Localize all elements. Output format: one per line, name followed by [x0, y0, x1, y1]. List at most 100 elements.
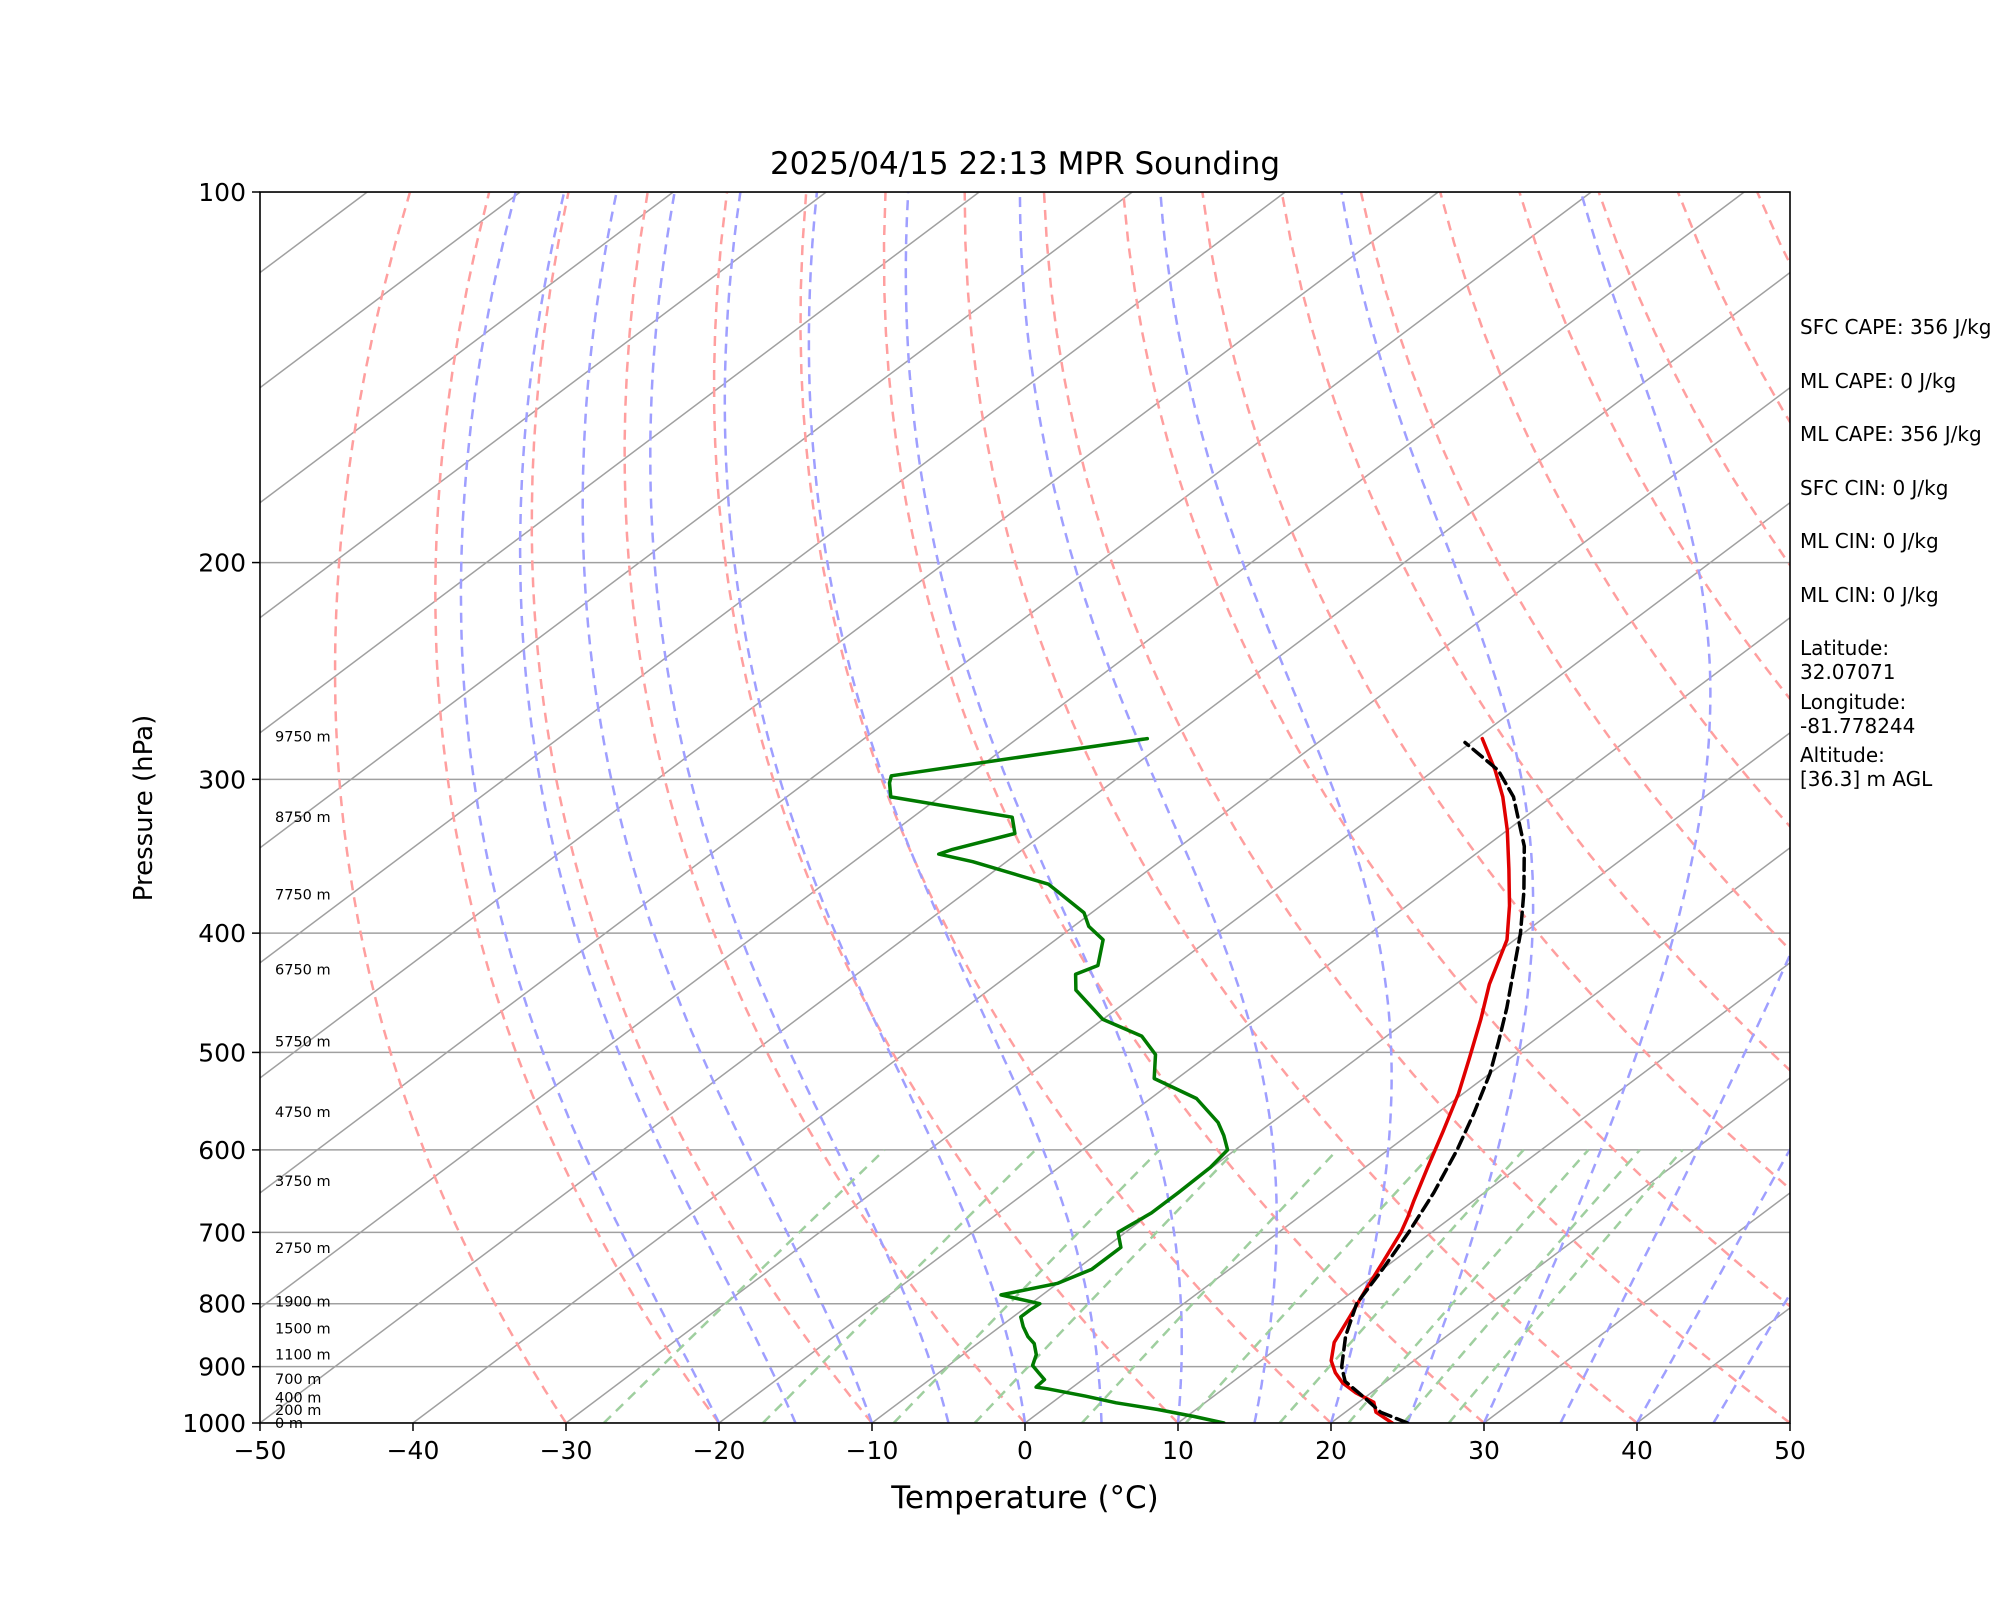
y-tick-label: 100	[198, 178, 246, 207]
series-lines	[887, 736, 1527, 1423]
height-label: 3750 m	[275, 1174, 331, 1190]
mixing-ratio-line	[1447, 1149, 1684, 1423]
parcel-line	[1339, 740, 1527, 1423]
moist-adiabat-line	[1159, 192, 1393, 1423]
mixing-ratio-line	[892, 1149, 1161, 1423]
mixing-ratio-line	[602, 1149, 886, 1423]
dry-adiabat-line	[1359, 192, 1790, 952]
stat-ml-cin-2: ML CIN: 0 J/kg	[1800, 582, 1939, 607]
x-axis-label: Temperature (°C)	[890, 1480, 1159, 1516]
dry-adiabat-line	[1042, 192, 1790, 1423]
isotherm-line	[565, 501, 1790, 1423]
y-tick-label: 300	[198, 765, 246, 794]
x-axis: −50 −40 −30 −20 −10 0 10 20 30 40 50	[234, 1423, 1806, 1465]
y-tick-label: 1000	[182, 1409, 246, 1438]
isotherm-line	[1330, 1076, 1790, 1423]
height-label: 7750 m	[275, 887, 331, 903]
isotherm-line	[260, 271, 1790, 1423]
stat-sfc-cin: SFC CIN: 0 J/kg	[1800, 475, 1949, 500]
temperature-line	[1329, 736, 1512, 1423]
mixing-ratio-line	[1278, 1149, 1525, 1423]
stat-sfc-cape: SFC CAPE: 356 J/kg	[1800, 315, 1992, 339]
stats-panel: SFC CAPE: 356 J/kg ML CAPE: 0 J/kg ML CA…	[1800, 315, 2000, 797]
moist-adiabat-line	[1018, 192, 1278, 1423]
dry-adiabat-line	[1121, 192, 1790, 1308]
isotherm-line	[412, 386, 1790, 1423]
dry-adiabat-line	[530, 192, 873, 1423]
moist-adiabat-line	[1340, 192, 1535, 1423]
height-label: 1500 m	[275, 1322, 331, 1338]
dewpoint-line	[887, 736, 1230, 1423]
dry-adiabat-line	[1518, 192, 1790, 701]
height-label: 200 m	[275, 1403, 321, 1419]
stat-latitude: Latitude: 32.07071	[1800, 636, 1896, 684]
mixing-ratio-line	[1402, 1149, 1641, 1423]
dry-adiabat-line	[712, 192, 1179, 1423]
isotherm-line	[260, 192, 1439, 1079]
chart-title: 2025/04/15 22:13 MPR Sounding	[770, 146, 1280, 182]
moist-adiabat-line	[723, 192, 1027, 1423]
moist-adiabat-line	[807, 192, 1103, 1423]
x-tick-label: 40	[1621, 1436, 1653, 1465]
height-label: 5750 m	[275, 1035, 331, 1051]
moist-adiabat-line	[581, 192, 874, 1423]
isotherm-line	[1177, 961, 1790, 1423]
stat-ml-cape: ML CAPE: 0 J/kg	[1800, 368, 1957, 393]
height-label: 0 m	[275, 1416, 303, 1432]
x-tick-label: −20	[693, 1436, 746, 1465]
stat-ml-cin: ML CIN: 0 J/kg	[1800, 529, 1939, 553]
isotherm-line	[260, 192, 827, 619]
moist-adiabat-line	[1482, 192, 1712, 1423]
height-label: 700 m	[275, 1372, 321, 1388]
x-tick-label: 50	[1774, 1436, 1806, 1465]
x-tick-label: 30	[1468, 1436, 1500, 1465]
moist-adiabat-line	[649, 192, 950, 1423]
mixing-ratio-line	[1347, 1149, 1590, 1423]
height-label: 2750 m	[275, 1241, 331, 1257]
x-tick-label: −30	[540, 1436, 593, 1465]
y-tick-label: 700	[198, 1218, 246, 1247]
dry-adiabat-line	[434, 192, 721, 1423]
x-tick-label: −50	[234, 1436, 287, 1465]
mixing-ratio-line	[1184, 1149, 1437, 1423]
x-tick-label: 0	[1017, 1436, 1033, 1465]
dry-adiabat-line	[1438, 192, 1790, 829]
mixing-ratio-line	[762, 1149, 1037, 1423]
dry-adiabat-line	[623, 192, 1026, 1423]
dry-adiabat-line	[333, 192, 568, 1423]
y-tick-label: 200	[198, 549, 246, 578]
y-tick-label: 900	[198, 1353, 246, 1382]
dry-adiabat-line	[882, 192, 1485, 1423]
dry-adiabat-line	[799, 192, 1332, 1423]
isotherm-line	[718, 616, 1790, 1423]
y-tick-label: 400	[198, 919, 246, 948]
height-label: 9750 m	[275, 730, 331, 746]
isotherm-line	[1483, 1191, 1790, 1423]
isotherm-line	[260, 192, 1592, 1194]
moist-adiabat-line	[1559, 951, 1790, 1423]
y-tick-label: 800	[198, 1290, 246, 1319]
y-axis-label: Pressure (hPa)	[129, 715, 159, 902]
stat-longitude: Longitude: -81.778244	[1800, 689, 1916, 738]
x-tick-label: −40	[387, 1436, 440, 1465]
stat-altitude: Altitude: [36.3] m AGL	[1800, 743, 1933, 791]
moist-adiabat-line	[459, 192, 721, 1423]
x-tick-label: 10	[1162, 1436, 1194, 1465]
isotherm-line	[260, 192, 1745, 1309]
isotherm-line	[1024, 846, 1790, 1423]
background-lines	[260, 192, 1790, 1423]
dry-adiabat-line	[1201, 192, 1790, 1191]
x-tick-label: −10	[846, 1436, 899, 1465]
isotherm-line	[260, 192, 1286, 964]
mixing-ratio-line	[1080, 1149, 1339, 1423]
y-axis: 100 200 300 400 500 600 700 800 900 1000	[182, 178, 260, 1438]
stat-ml-cape-2: ML CAPE: 356 J/kg	[1800, 422, 1982, 446]
y-tick-label: 600	[198, 1136, 246, 1165]
isotherm-line	[260, 192, 980, 734]
height-label: 8750 m	[275, 810, 331, 826]
y-tick-label: 500	[198, 1038, 246, 1067]
height-label: 400 m	[275, 1390, 321, 1406]
